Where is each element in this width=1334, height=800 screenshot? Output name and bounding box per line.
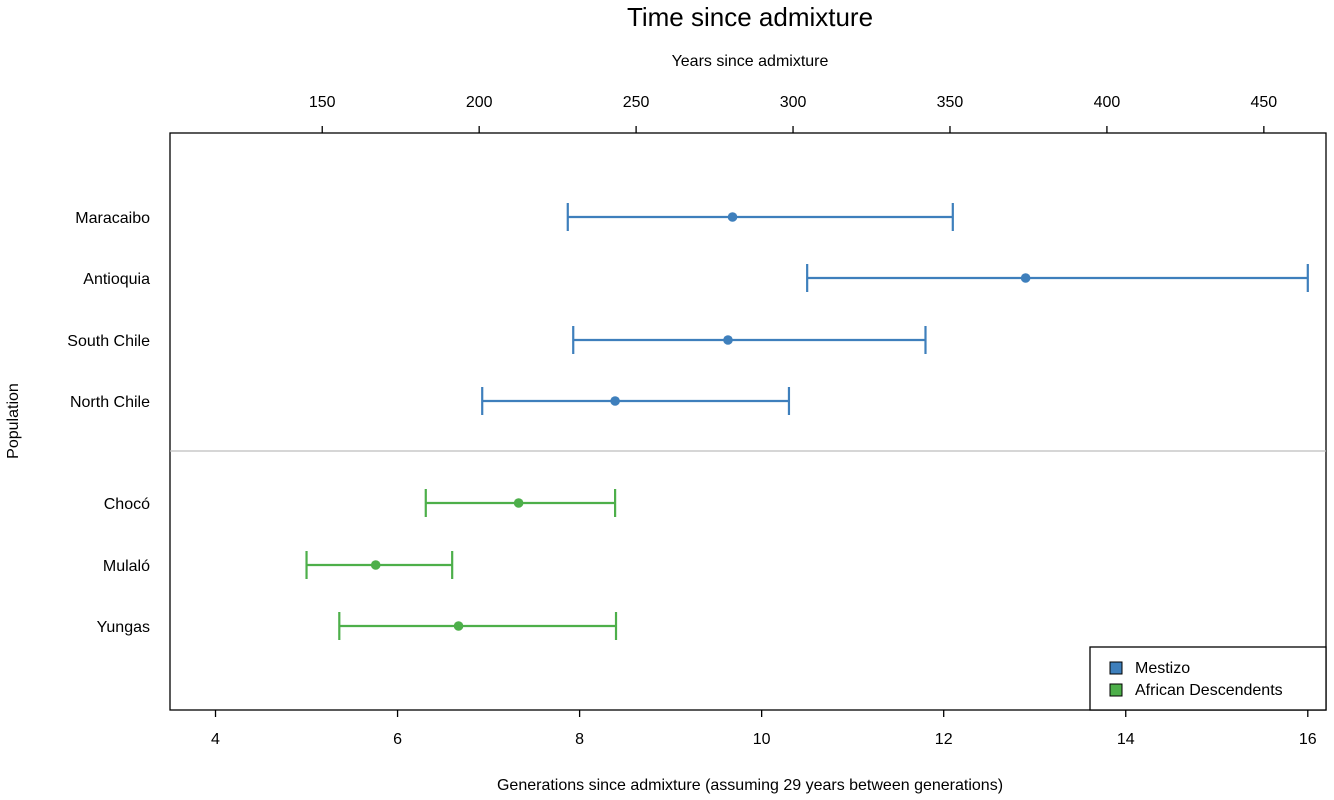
top-axis: 150 200 250 300 350 400 450 (309, 94, 1277, 133)
interval-south-chile (572, 326, 927, 354)
estimate-point-maracaibo (727, 212, 738, 222)
bottom-tick-label: 4 (211, 731, 220, 748)
bottom-tick-label: 16 (1299, 731, 1317, 748)
bottom-tick-label: 8 (575, 731, 584, 748)
legend: Mestizo African Descendents (1089, 646, 1327, 711)
interval-choco (424, 489, 617, 517)
estimate-point-choco (513, 498, 524, 508)
interval-mulalo (305, 551, 454, 579)
estimate-point-north-chile (610, 396, 620, 406)
top-tick-label: 200 (466, 94, 493, 111)
bottom-tick-label: 14 (1117, 731, 1135, 748)
top-tick-label: 450 (1251, 94, 1278, 111)
bottom-tick-label: 10 (753, 731, 771, 748)
estimate-point-mulalo (370, 560, 381, 570)
legend-swatch-mestizo (1109, 661, 1123, 675)
legend-label-african-descendents: African Descendents (1135, 682, 1283, 699)
population-label-north-chile: North Chile (70, 394, 150, 411)
estimate-point-yungas (453, 621, 464, 631)
population-labels: Maracaibo Antioquia South Chile North Chile… (67, 210, 150, 636)
bottom-tick-label: 6 (393, 731, 402, 748)
interval-antioquia (806, 264, 1309, 292)
interval-maracaibo (566, 203, 954, 231)
top-tick-label: 400 (1094, 94, 1121, 111)
population-label-antioquia: Antioquia (83, 271, 150, 288)
legend-label-mestizo: Mestizo (1135, 660, 1190, 677)
top-tick-label: 250 (623, 94, 650, 111)
population-label-yungas: Yungas (97, 619, 150, 636)
bottom-axis-label: Generations since admixture (assuming 29… (497, 777, 1003, 794)
estimate-point-south-chile (723, 335, 733, 345)
interval-yungas (338, 612, 618, 640)
bottom-axis: 4 6 8 10 12 14 16 (211, 710, 1317, 748)
population-label-mulalo: Mulaló (103, 558, 150, 575)
chart-title: Time since admixture (627, 2, 873, 32)
y-axis-label: Population (5, 383, 22, 459)
top-axis-label: Years since admixture (672, 53, 829, 70)
plot-area (169, 132, 1327, 711)
interval-north-chile (481, 387, 791, 415)
top-tick-label: 150 (309, 94, 336, 111)
top-tick-label: 350 (937, 94, 964, 111)
bottom-tick-label: 12 (935, 731, 953, 748)
confidence-intervals (305, 203, 1309, 640)
legend-box (1089, 646, 1327, 711)
population-label-maracaibo: Maracaibo (75, 210, 150, 227)
population-label-choco: Chocó (104, 496, 150, 513)
top-tick-label: 300 (780, 94, 807, 111)
estimate-point-antioquia (1020, 273, 1031, 283)
population-label-south-chile: South Chile (67, 333, 150, 350)
legend-swatch-african-descendents (1109, 683, 1123, 697)
